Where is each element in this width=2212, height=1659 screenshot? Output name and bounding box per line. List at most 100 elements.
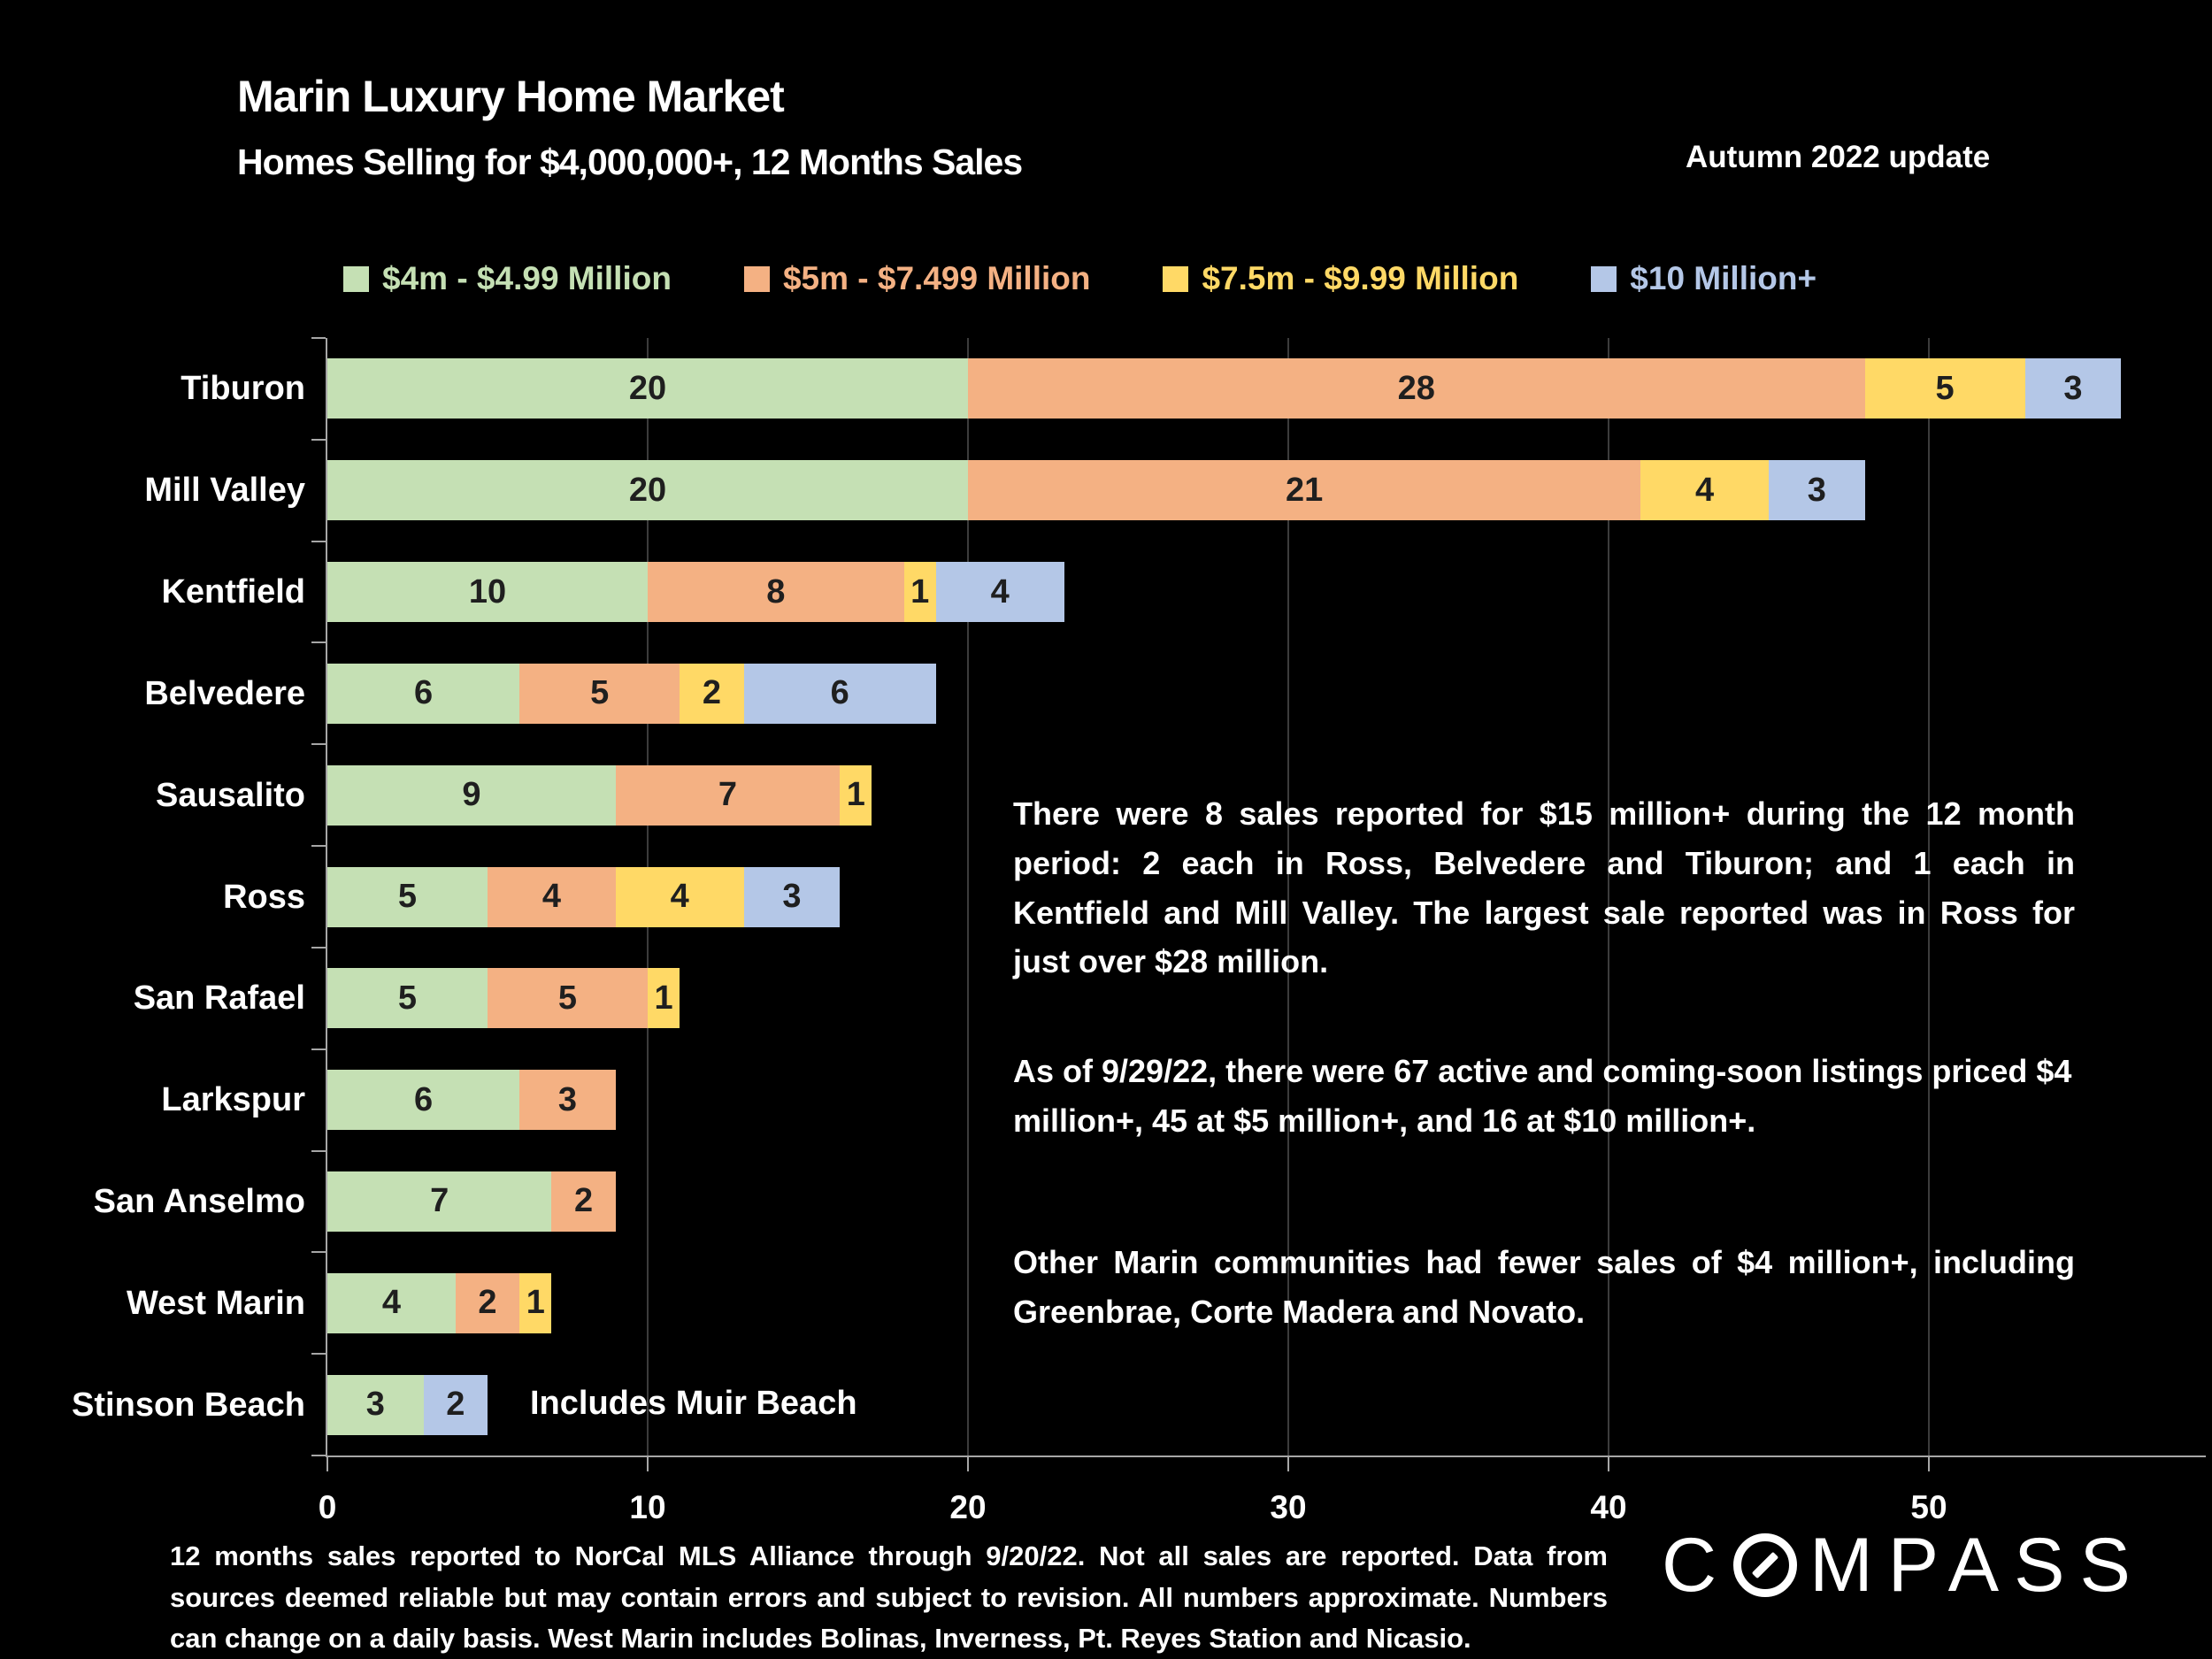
segment-value: 1 — [654, 979, 673, 1017]
bar-segment: 20 — [327, 460, 968, 521]
y-axis-tick — [311, 1455, 326, 1456]
category-label: Stinson Beach — [72, 1386, 305, 1424]
bar-row: 20 28 5 3 — [327, 358, 2122, 419]
category-label: Kentfield — [161, 573, 305, 611]
segment-value: 10 — [468, 572, 507, 611]
gridline-30 — [1287, 338, 1289, 1455]
legend-swatch-icon — [1163, 265, 1189, 292]
category-label: San Rafael — [133, 979, 305, 1018]
compass-needle-icon — [1751, 1551, 1779, 1579]
segment-value: 3 — [365, 1386, 385, 1424]
category-label: Tiburon — [180, 370, 305, 408]
segment-value: 20 — [628, 471, 667, 509]
bar-segment: 5 — [327, 968, 488, 1029]
y-axis-tick — [311, 1048, 326, 1050]
segment-value: 7 — [718, 776, 738, 814]
bar-segment: 1 — [840, 764, 872, 826]
x-axis-tick-30 — [1287, 1457, 1289, 1471]
x-axis-tick-50 — [1928, 1457, 1930, 1471]
narrative-paragraph-2: As of 9/29/22, there were 67 active and … — [1013, 1053, 2072, 1139]
x-axis-tick-40 — [1608, 1457, 1609, 1471]
segment-value: 9 — [462, 776, 481, 814]
y-axis-tick — [311, 337, 326, 339]
y-axis-tick — [311, 1353, 326, 1356]
footnote: 12 months sales reported to NorCal MLS A… — [170, 1540, 1608, 1654]
bar-segment: 2 — [455, 1272, 520, 1333]
segment-value: 1 — [846, 776, 865, 814]
bar-segment: 21 — [968, 460, 1641, 521]
y-axis-tick — [311, 438, 326, 441]
annotation-includes-muir-beach: Includes Muir Beach — [530, 1384, 857, 1422]
y-axis-tick — [311, 946, 326, 949]
x-axis-tick-label: 0 — [318, 1489, 337, 1525]
segment-value: 2 — [574, 1182, 594, 1220]
y-axis-tick — [311, 641, 326, 644]
bar-row: 6 5 2 6 — [327, 663, 936, 724]
segment-value: 5 — [557, 979, 578, 1017]
narrative-paragraph-1: There were 8 sales reported for $15 mill… — [1013, 795, 2075, 980]
compass-logo-suffix: MPASS — [1809, 1523, 2146, 1608]
x-axis-tick-20 — [967, 1457, 969, 1471]
bar-segment: 7 — [327, 1171, 552, 1232]
segment-value: 3 — [782, 878, 802, 915]
bar-segment: 5 — [519, 663, 680, 724]
chart: 0 10 20 30 40 50 Tiburon 20 28 5 3 Mill Valley 20 21 4… — [72, 337, 2206, 1525]
legend-item-2: $7.5m - $9.99 Million — [1163, 260, 1518, 297]
update-label: Autumn 2022 update — [1686, 140, 1991, 174]
legend-swatch-icon — [1591, 265, 1617, 292]
bar-segment: 1 — [519, 1272, 552, 1333]
legend-label: $4m - $4.99 Million — [382, 260, 672, 296]
segment-value: 8 — [766, 572, 786, 611]
category-label: Mill Valley — [144, 472, 305, 510]
x-axis-line — [326, 1455, 2206, 1457]
segment-value: 6 — [414, 674, 434, 712]
legend-label: $5m - $7.499 Million — [782, 260, 1091, 296]
segment-value: 5 — [1935, 369, 1955, 407]
category-label: West Marin — [126, 1284, 305, 1322]
gridline-50 — [1928, 338, 1930, 1455]
gridline-40 — [1608, 338, 1609, 1455]
bar-segment: 5 — [1864, 358, 2025, 419]
bar-row: 10 8 1 4 — [327, 562, 1064, 623]
bar-segment: 1 — [648, 968, 680, 1029]
segment-value: 20 — [628, 369, 667, 407]
x-axis-tick-10 — [647, 1457, 649, 1471]
segment-value: 6 — [830, 674, 849, 712]
bar-segment: 4 — [615, 866, 744, 927]
compass-logo-prefix: C — [1662, 1523, 1732, 1608]
segment-value: 3 — [2063, 369, 2083, 407]
segment-value: 4 — [990, 572, 1010, 611]
bar-row: 9 7 1 — [327, 764, 872, 826]
y-axis-line — [326, 338, 327, 1455]
legend-label: $7.5m - $9.99 Million — [1202, 260, 1519, 296]
legend-item-1: $5m - $7.499 Million — [743, 260, 1091, 297]
narrative-paragraph-3: Other Marin communities had fewer sales … — [1013, 1243, 2075, 1330]
bar-segment: 3 — [743, 866, 841, 927]
bar-segment: 4 — [488, 866, 616, 927]
segment-value: 6 — [414, 1080, 434, 1118]
bar-segment: 5 — [488, 968, 648, 1029]
bar-segment: 7 — [615, 764, 841, 826]
bar-segment: 4 — [1640, 460, 1769, 521]
bar-segment: 3 — [519, 1070, 616, 1131]
x-axis-tick-0 — [326, 1457, 328, 1471]
bar-segment: 2 — [423, 1374, 488, 1435]
bar-row: 5 4 4 3 — [327, 866, 841, 927]
legend-swatch-icon — [743, 265, 770, 292]
category-label: Belvedere — [144, 674, 305, 712]
segment-value: 4 — [381, 1284, 401, 1322]
x-axis-tick-label: 30 — [1270, 1489, 1307, 1525]
bar-segment: 4 — [935, 562, 1064, 623]
segment-value: 2 — [702, 674, 721, 712]
bar-row: 5 5 1 — [327, 968, 680, 1029]
y-axis-tick — [311, 540, 326, 542]
segment-value: 5 — [397, 979, 418, 1017]
y-axis-tick — [311, 743, 326, 746]
legend-swatch-icon — [343, 265, 369, 292]
y-axis-tick — [311, 1149, 326, 1152]
compass-logo: C MPASS — [1662, 1527, 2146, 1603]
bar-segment: 28 — [968, 358, 1865, 419]
